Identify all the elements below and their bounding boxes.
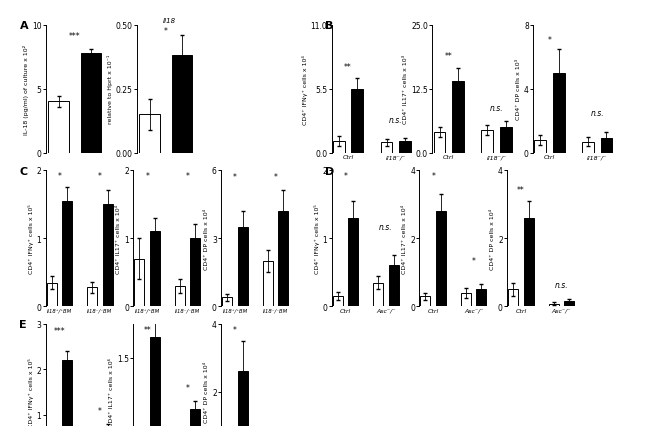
- Bar: [278, 211, 288, 307]
- Bar: [190, 409, 200, 426]
- Bar: [476, 290, 486, 307]
- Y-axis label: CD4⁺ IL17⁺ cells x 10³: CD4⁺ IL17⁺ cells x 10³: [404, 55, 408, 124]
- Title: Il18: Il18: [162, 18, 176, 24]
- Y-axis label: CD4⁺ IL17⁺ cells x 10⁴: CD4⁺ IL17⁺ cells x 10⁴: [402, 204, 408, 273]
- Bar: [564, 302, 574, 307]
- Text: n.s.: n.s.: [554, 281, 568, 290]
- Bar: [461, 293, 471, 307]
- Bar: [508, 290, 518, 307]
- Bar: [381, 143, 393, 153]
- Bar: [263, 261, 272, 307]
- Bar: [238, 371, 248, 426]
- Y-axis label: CD4⁺ DP cells x 10⁴: CD4⁺ DP cells x 10⁴: [204, 208, 209, 269]
- Bar: [482, 130, 493, 153]
- Text: B: B: [325, 21, 333, 31]
- Bar: [48, 102, 69, 153]
- Bar: [172, 56, 192, 153]
- Y-axis label: CD4⁺ IFNγ⁺ cells x 10⁵: CD4⁺ IFNγ⁺ cells x 10⁵: [314, 204, 320, 273]
- Bar: [601, 139, 612, 153]
- Text: *: *: [186, 383, 190, 392]
- Text: *: *: [233, 173, 237, 182]
- Text: *: *: [58, 172, 62, 181]
- Bar: [421, 296, 430, 307]
- Bar: [549, 304, 558, 307]
- Bar: [452, 82, 464, 153]
- Y-axis label: CD4⁺ DP cells x 10⁴: CD4⁺ DP cells x 10⁴: [490, 208, 495, 269]
- Bar: [333, 296, 343, 307]
- Bar: [500, 128, 512, 153]
- Text: E: E: [20, 320, 27, 329]
- Text: A: A: [20, 21, 28, 31]
- Y-axis label: IL-18 (pg/ml) of culture x 10²: IL-18 (pg/ml) of culture x 10²: [23, 44, 29, 135]
- Bar: [524, 218, 534, 307]
- Bar: [333, 142, 344, 153]
- Bar: [389, 266, 398, 307]
- Bar: [222, 298, 232, 307]
- Bar: [150, 232, 160, 307]
- Text: *: *: [146, 172, 150, 181]
- Y-axis label: CD4⁺ IFNγ⁺ cells x 10⁴: CD4⁺ IFNγ⁺ cells x 10⁴: [302, 55, 308, 124]
- Bar: [373, 283, 383, 307]
- Bar: [582, 142, 594, 153]
- Text: D: D: [325, 166, 334, 176]
- Bar: [47, 283, 57, 307]
- Y-axis label: CD4⁺ IFNγ⁺ cells x 10⁵: CD4⁺ IFNγ⁺ cells x 10⁵: [28, 204, 34, 273]
- Bar: [62, 201, 72, 307]
- Text: **: **: [517, 185, 525, 194]
- Text: *: *: [164, 27, 168, 36]
- Y-axis label: CD4⁺ DP cells x 10³: CD4⁺ DP cells x 10³: [516, 59, 521, 120]
- Bar: [190, 239, 200, 307]
- Bar: [135, 259, 144, 307]
- Bar: [348, 218, 358, 307]
- Text: *: *: [472, 257, 476, 266]
- Text: C: C: [20, 166, 27, 176]
- Bar: [175, 286, 185, 307]
- Bar: [139, 115, 160, 153]
- Bar: [434, 133, 445, 153]
- Text: ***: ***: [69, 32, 81, 41]
- Legend: Ctrl, T. musculis: Ctrl, T. musculis: [537, 29, 593, 51]
- Text: **: **: [445, 52, 452, 61]
- Bar: [553, 74, 565, 153]
- Y-axis label: relative to Hprt x 10⁻¹: relative to Hprt x 10⁻¹: [107, 55, 112, 124]
- Text: *: *: [274, 173, 278, 182]
- Text: *: *: [547, 36, 551, 45]
- Text: *: *: [98, 172, 102, 181]
- Bar: [399, 142, 411, 153]
- Text: **: **: [144, 325, 151, 334]
- Text: n.s.: n.s.: [389, 115, 402, 124]
- Text: *: *: [432, 172, 436, 181]
- Text: n.s.: n.s.: [489, 104, 503, 112]
- Y-axis label: CD4⁺ IL17⁺ cells x 10⁴: CD4⁺ IL17⁺ cells x 10⁴: [116, 204, 122, 273]
- Text: *: *: [233, 325, 237, 334]
- Bar: [62, 360, 72, 426]
- Bar: [81, 54, 101, 153]
- Y-axis label: CD4⁺ IFNγ⁺ cells x 10⁵: CD4⁺ IFNγ⁺ cells x 10⁵: [28, 357, 34, 426]
- Text: n.s.: n.s.: [590, 109, 604, 118]
- Text: n.s.: n.s.: [379, 223, 393, 232]
- Text: **: **: [344, 63, 352, 72]
- Bar: [534, 141, 546, 153]
- Text: *: *: [344, 172, 348, 181]
- Bar: [150, 337, 160, 426]
- Bar: [238, 227, 248, 307]
- Bar: [103, 204, 112, 307]
- Bar: [436, 211, 446, 307]
- Y-axis label: CD4⁺ DP cells x 10⁴: CD4⁺ DP cells x 10⁴: [204, 361, 209, 423]
- Text: ***: ***: [54, 326, 65, 335]
- Text: *: *: [186, 172, 190, 181]
- Bar: [352, 89, 363, 153]
- Y-axis label: CD4⁺ IL17⁺ cells x 10⁶: CD4⁺ IL17⁺ cells x 10⁶: [109, 357, 114, 426]
- Bar: [87, 288, 97, 307]
- Text: *: *: [98, 406, 102, 414]
